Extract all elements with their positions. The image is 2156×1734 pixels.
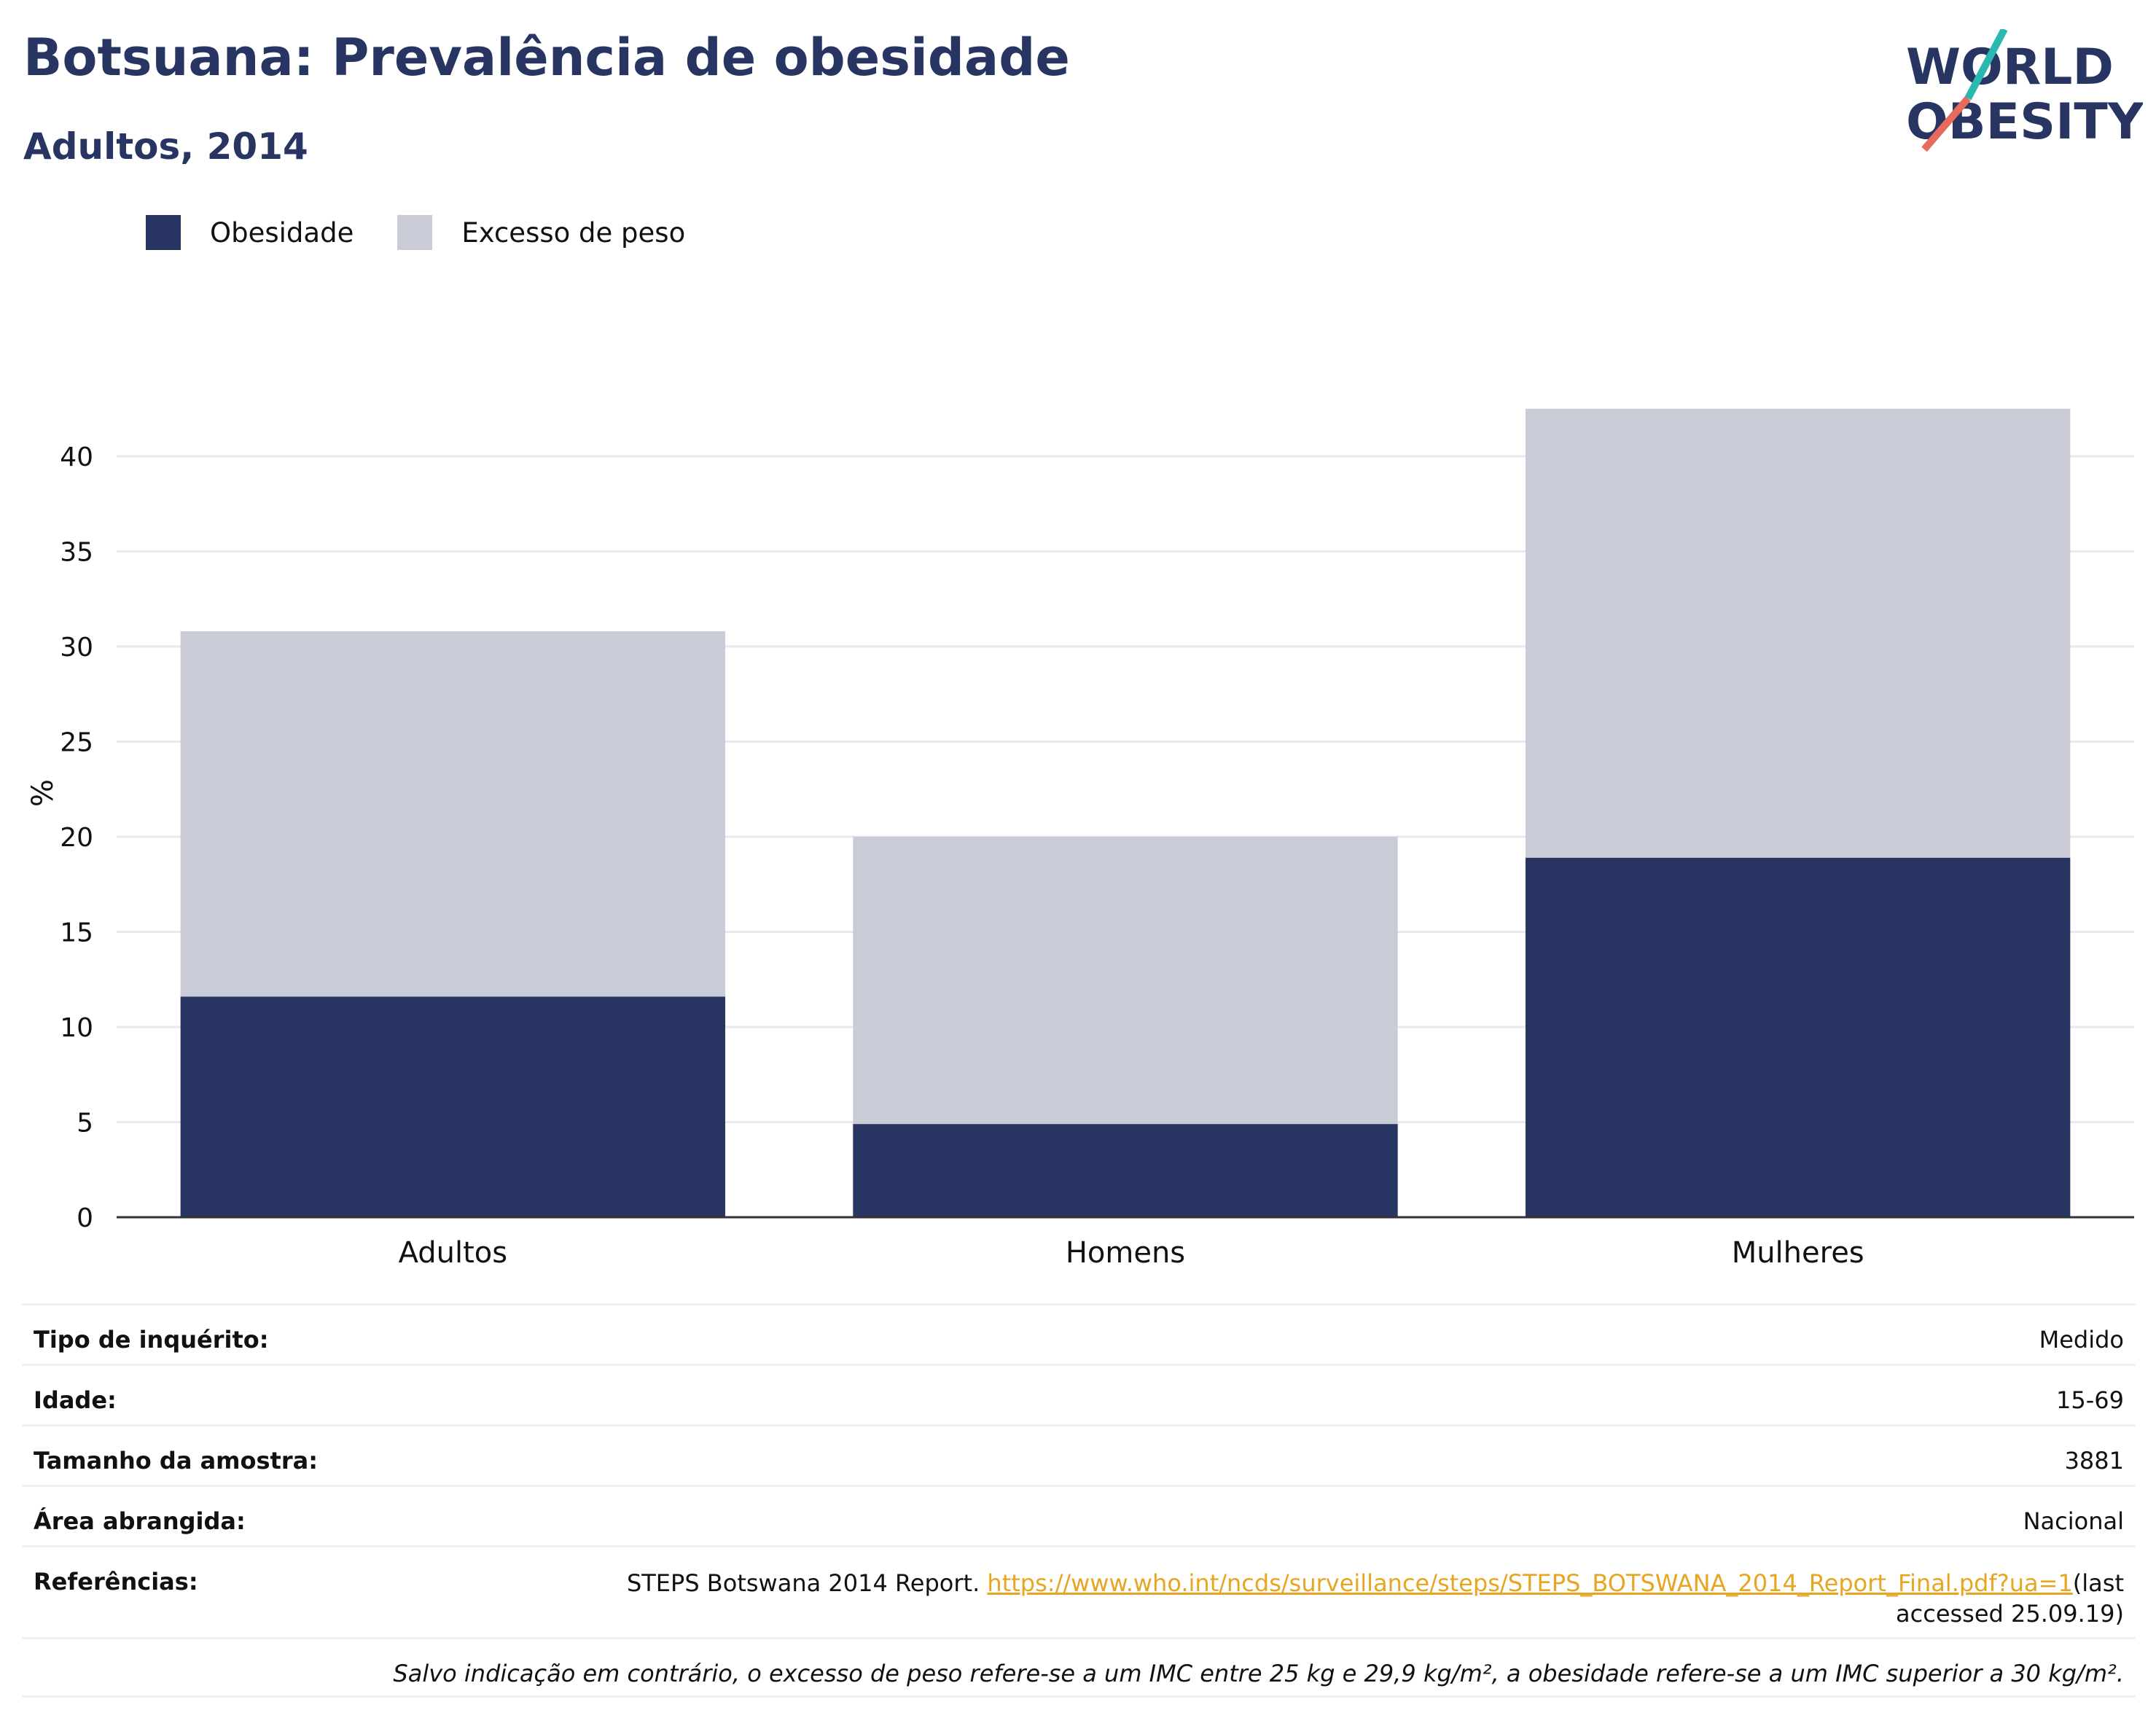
info-value: 15-69 — [2056, 1386, 2124, 1414]
x-tick-label: Mulheres — [1732, 1236, 1864, 1270]
definition-note: Salvo indicação em contrário, o excesso … — [393, 1660, 2124, 1687]
legend-item-overweight[interactable]: Excesso de peso — [397, 215, 685, 250]
info-value: Nacional — [2023, 1507, 2124, 1535]
y-tick-label: 20 — [60, 823, 93, 853]
info-label: Referências: — [34, 1568, 198, 1596]
x-tick-label: Adultos — [399, 1236, 508, 1270]
info-label: Tamanho da amostra: — [34, 1447, 318, 1475]
legend-item-obesity[interactable]: Obesidade — [146, 215, 354, 250]
page-title: Botsuana: Prevalência de obesidade — [23, 28, 1070, 87]
legend-swatch-overweight — [397, 215, 433, 250]
info-value: Medido — [2039, 1326, 2124, 1354]
legend-label-overweight: Excesso de peso — [461, 216, 686, 249]
page-subtitle: Adultos, 2014 — [23, 125, 308, 168]
x-tick-label: Homens — [1066, 1236, 1185, 1270]
info-label: Área abrangida: — [34, 1507, 246, 1535]
chart-legend: Obesidade Excesso de peso — [146, 215, 729, 250]
svg-text:WORLD: WORLD — [1906, 39, 2114, 96]
survey-info-table: Tipo de inquérito: Medido Idade: 15-69 T… — [22, 1303, 2136, 1698]
y-tick-label: 25 — [60, 728, 93, 758]
bar-overweight — [853, 837, 1398, 1125]
legend-label-obesity: Obesidade — [210, 216, 354, 249]
bar-overweight — [1525, 408, 2071, 858]
info-row-area: Área abrangida: Nacional — [22, 1485, 2136, 1545]
bar-obesity — [853, 1124, 1398, 1217]
bar-chart: 0 5 10 15 20 25 30 35 40% Adultos Homens Mulheres — [26, 408, 2134, 1270]
y-tick-label: 40 — [60, 442, 93, 472]
info-value: 3881 — [2064, 1447, 2124, 1475]
info-row-survey-type: Tipo de inquérito: Medido — [22, 1303, 2136, 1364]
info-row-sample-size: Tamanho da amostra: 3881 — [22, 1424, 2136, 1485]
y-tick-label: 5 — [77, 1109, 93, 1139]
bar-obesity — [180, 996, 726, 1217]
y-tick-label: 35 — [60, 538, 93, 568]
info-row-references: Referências: STEPS Botswana 2014 Report.… — [22, 1545, 2136, 1637]
y-tick-label: 15 — [60, 918, 93, 948]
info-row-age: Idade: 15-69 — [22, 1364, 2136, 1424]
y-tick-label: 10 — [60, 1013, 93, 1043]
y-tick-label: 30 — [60, 633, 93, 663]
world-obesity-logo: WORLD OBESITY — [1906, 29, 2143, 152]
bar-overweight — [180, 631, 726, 997]
info-row-note: Salvo indicação em contrário, o excesso … — [22, 1637, 2136, 1698]
reference-text: STEPS Botswana 2014 Report. — [626, 1569, 988, 1597]
y-tick-label: 0 — [77, 1203, 93, 1233]
legend-swatch-obesity — [146, 215, 181, 250]
reference-suffix: (last accessed 25.09.19) — [1896, 1569, 2124, 1628]
y-axis-label: % — [26, 779, 60, 807]
info-label: Tipo de inquérito: — [34, 1326, 269, 1354]
info-label: Idade: — [34, 1386, 117, 1414]
bar-obesity — [1525, 857, 2071, 1217]
reference-link[interactable]: https://www.who.int/ncds/surveillance/st… — [987, 1569, 2073, 1597]
references-value: STEPS Botswana 2014 Report. https://www.… — [520, 1568, 2124, 1629]
